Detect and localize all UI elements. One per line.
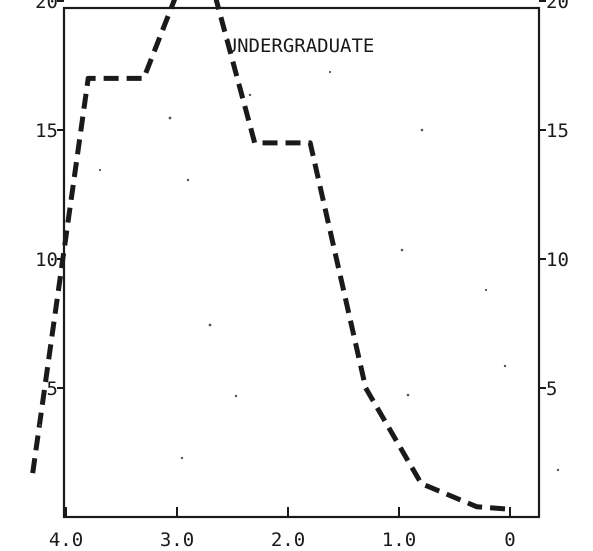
x-tick-label: 0 xyxy=(504,529,515,551)
series-line-0 xyxy=(30,0,511,512)
x-tick-label: 1.0 xyxy=(382,529,416,551)
left-y-tick-label: 15 xyxy=(35,120,58,142)
right-y-tick-label: 20 xyxy=(546,0,569,13)
right-y-tick-label: 10 xyxy=(546,249,569,271)
chart-title: UNDERGRADUATE xyxy=(226,35,375,57)
right-y-axis-tick-labels: 51015202530% xyxy=(546,0,569,400)
x-tick-label: 4.0 xyxy=(49,529,83,551)
left-y-tick-label: 10 xyxy=(35,249,58,271)
x-axis-tick-labels: 4.0 3.0 2.0 1.0 0 xyxy=(49,529,516,551)
x-tick-label: 3.0 xyxy=(160,529,194,551)
left-y-tick-label: 5 xyxy=(47,378,58,400)
x-axis-ticks xyxy=(65,507,511,517)
right-y-axis-ticks xyxy=(539,0,546,389)
right-y-tick-label: 15 xyxy=(546,120,569,142)
scan-specks xyxy=(39,70,560,472)
x-tick-label: 2.0 xyxy=(271,529,305,551)
left-y-tick-label: 20 xyxy=(35,0,58,13)
series-layer xyxy=(30,0,511,512)
right-y-tick-label: 5 xyxy=(546,378,557,400)
left-y-axis-tick-labels: 51015202530% xyxy=(35,0,58,400)
plot-frame xyxy=(62,6,541,519)
